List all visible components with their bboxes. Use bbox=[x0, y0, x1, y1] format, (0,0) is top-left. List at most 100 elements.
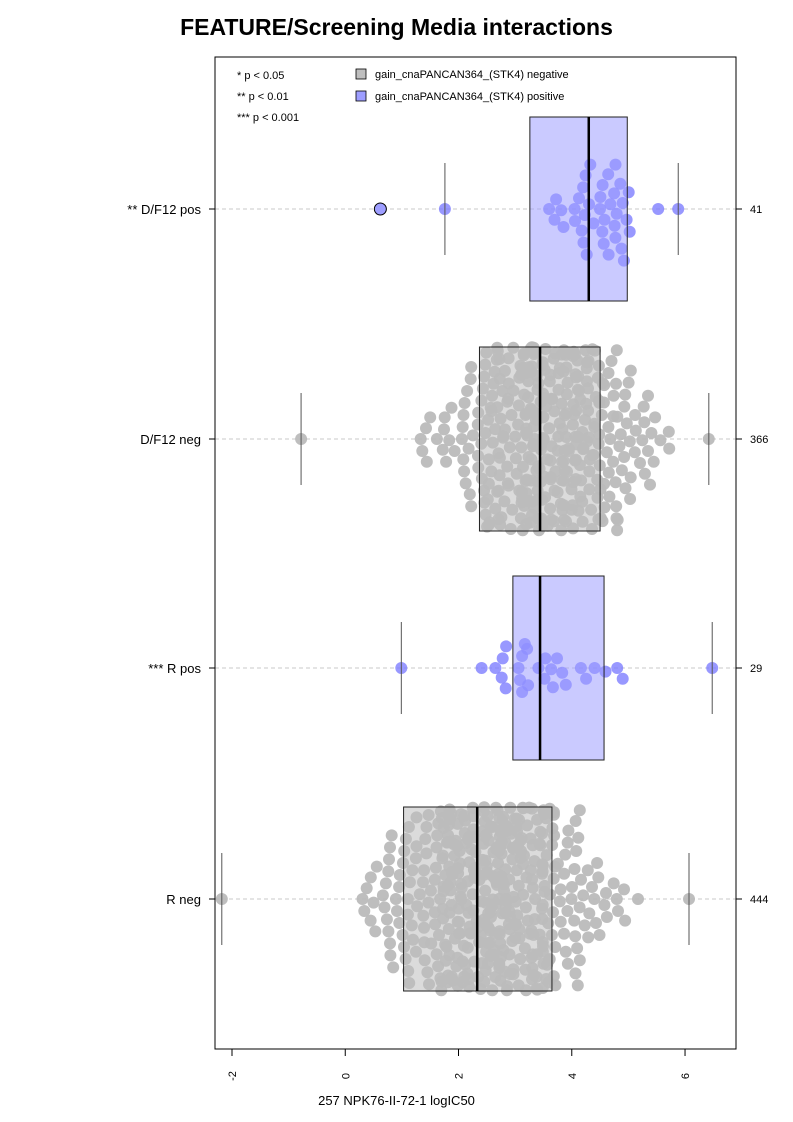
data-point bbox=[438, 411, 451, 424]
data-point bbox=[598, 477, 611, 490]
data-point bbox=[649, 411, 662, 424]
data-point bbox=[590, 917, 602, 929]
data-point bbox=[663, 442, 676, 455]
data-point bbox=[612, 905, 624, 917]
significance-legend-entry: ** p < 0.01 bbox=[237, 91, 289, 103]
data-point bbox=[645, 427, 658, 439]
x-axis-label: 257 NPK76-II-72-1 logIC50 bbox=[318, 1093, 475, 1108]
data-point bbox=[638, 467, 651, 480]
group-label: ** D/F12 pos bbox=[127, 202, 201, 217]
data-point bbox=[459, 477, 472, 490]
data-point bbox=[571, 942, 584, 955]
significance-legend-entry: *** p < 0.001 bbox=[237, 112, 299, 124]
data-point bbox=[600, 887, 612, 899]
data-point bbox=[591, 857, 604, 869]
data-point bbox=[654, 434, 667, 447]
data-point bbox=[620, 417, 633, 430]
data-point bbox=[624, 493, 637, 505]
x-tick-label: -2 bbox=[227, 1071, 239, 1081]
group-labels: ** D/F12 pos 41 D/F12 neg 366 *** R pos 29 R n… bbox=[127, 202, 768, 907]
data-point bbox=[500, 640, 513, 653]
data-point bbox=[559, 945, 572, 958]
data-point bbox=[420, 422, 432, 435]
data-point bbox=[618, 451, 631, 463]
data-point bbox=[382, 865, 395, 878]
data-point bbox=[561, 957, 574, 970]
data-point bbox=[360, 882, 373, 895]
data-point bbox=[489, 662, 502, 674]
data-point bbox=[573, 901, 586, 914]
data-point bbox=[457, 453, 470, 466]
data-point bbox=[644, 478, 656, 491]
data-point bbox=[642, 389, 654, 402]
data-point bbox=[475, 662, 488, 674]
legend: * p < 0.05 ** p < 0.01 *** p < 0.001 gain_c… bbox=[237, 68, 569, 124]
data-point bbox=[624, 364, 637, 377]
data-point bbox=[393, 917, 406, 929]
data-point bbox=[367, 896, 380, 909]
data-point bbox=[385, 829, 398, 842]
data-point bbox=[605, 355, 618, 367]
data-point bbox=[458, 397, 471, 409]
box-iqr bbox=[529, 116, 628, 302]
data-point bbox=[562, 824, 575, 837]
data-point bbox=[619, 388, 632, 401]
data-point bbox=[382, 925, 395, 938]
data-point bbox=[559, 848, 572, 861]
group-label: R neg bbox=[166, 892, 201, 907]
x-tick-label: 6 bbox=[680, 1073, 692, 1079]
data-point bbox=[551, 857, 564, 870]
data-point bbox=[604, 433, 617, 445]
data-point bbox=[610, 500, 623, 513]
grid-lines bbox=[215, 208, 736, 900]
data-point bbox=[569, 967, 582, 980]
data-point bbox=[464, 373, 477, 385]
data-point bbox=[618, 400, 631, 413]
data-point bbox=[600, 911, 613, 923]
data-point bbox=[607, 455, 620, 468]
legend-entry: gain_cnaPANCAN364_(STK4) positive bbox=[375, 91, 564, 103]
data-point bbox=[637, 400, 650, 413]
data-point bbox=[380, 913, 393, 926]
data-point bbox=[578, 919, 591, 932]
data-point bbox=[456, 421, 469, 433]
data-point bbox=[561, 836, 574, 849]
data-point bbox=[364, 914, 377, 927]
data-point bbox=[379, 877, 392, 890]
data-point bbox=[461, 385, 474, 397]
data-point bbox=[613, 440, 626, 453]
data-point bbox=[572, 831, 585, 844]
data-point bbox=[383, 853, 395, 866]
data-point bbox=[583, 907, 596, 920]
data-point bbox=[611, 513, 624, 526]
data-point bbox=[465, 500, 478, 513]
data-point bbox=[632, 893, 644, 905]
data-point bbox=[593, 929, 606, 941]
data-point bbox=[463, 488, 476, 501]
x-tick-label: 0 bbox=[340, 1073, 352, 1079]
x-tick-label: 2 bbox=[454, 1073, 466, 1079]
data-point bbox=[581, 864, 594, 877]
data-point bbox=[636, 434, 649, 447]
data-point bbox=[615, 464, 628, 477]
data-point bbox=[573, 804, 586, 817]
boxplots bbox=[221, 116, 713, 992]
data-point bbox=[495, 671, 508, 684]
data-point bbox=[364, 871, 377, 884]
data-point bbox=[462, 442, 475, 455]
data-point bbox=[577, 889, 590, 902]
data-point bbox=[614, 428, 627, 441]
data-point bbox=[602, 466, 615, 479]
data-point bbox=[598, 379, 611, 392]
group-label: D/F12 neg bbox=[140, 432, 201, 447]
data-point bbox=[582, 931, 595, 944]
data-point bbox=[602, 421, 615, 433]
data-point bbox=[602, 367, 615, 379]
box-iqr bbox=[512, 575, 605, 761]
legend-swatch bbox=[355, 68, 367, 80]
data-point bbox=[436, 443, 449, 456]
data-point bbox=[610, 344, 623, 357]
group-count: 41 bbox=[750, 204, 762, 216]
data-point bbox=[619, 482, 632, 495]
